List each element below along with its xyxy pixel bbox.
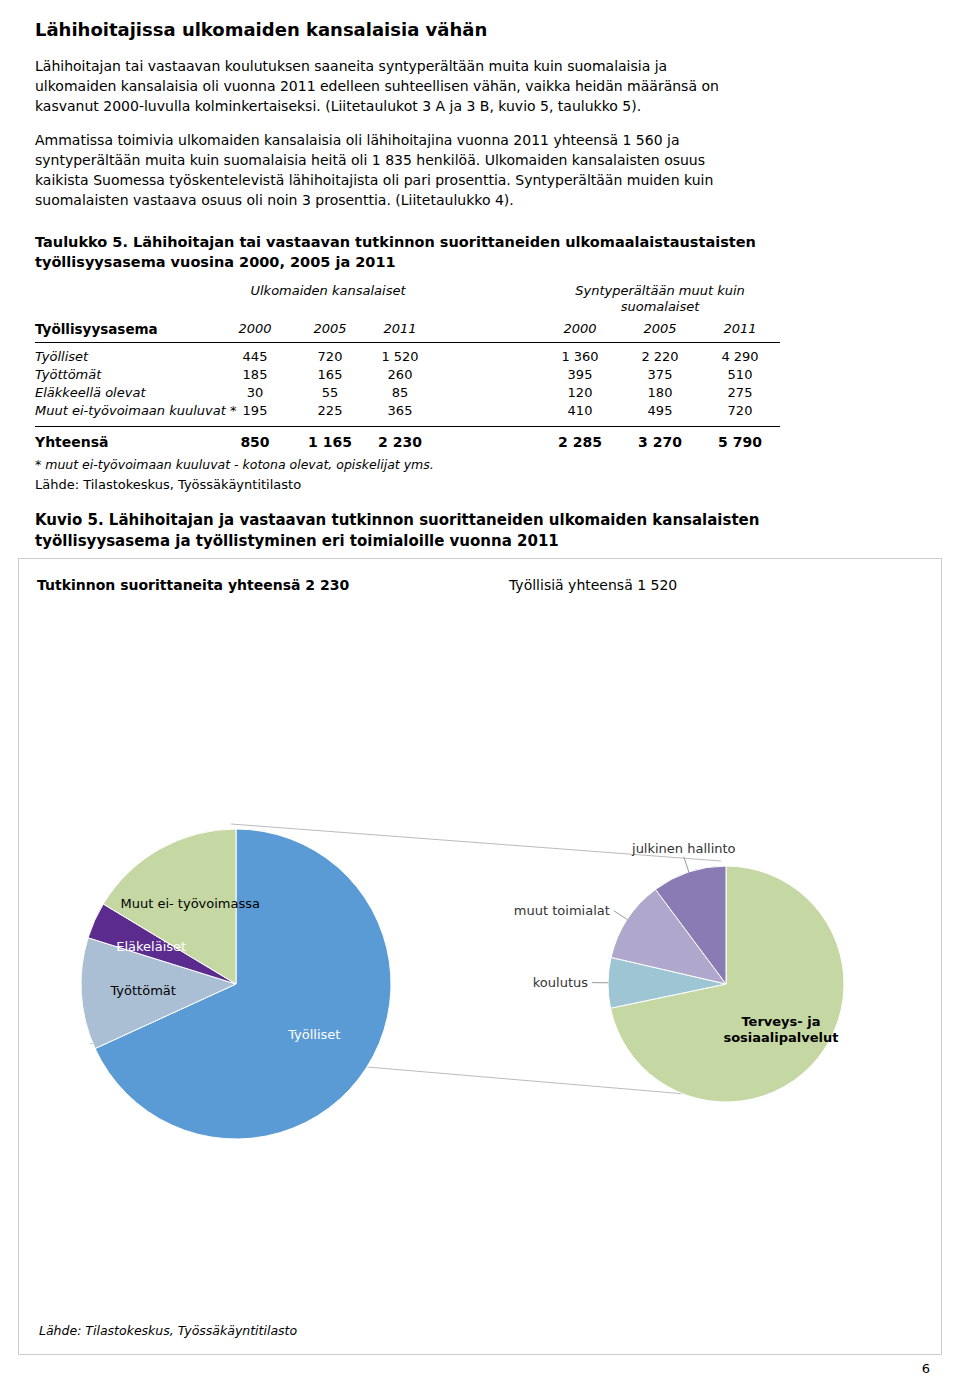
- html-text:Kuvio 5. Lähihoitajan ja vasta: Kuvio 5. Lähihoitajan ja vastaavan tutki…: [35, 511, 760, 529]
- svg-text:muut toimialat: muut toimialat: [514, 903, 610, 918]
- html-text:suomalaiset: suomalaiset: [620, 299, 700, 314]
- html-text:410: 410: [567, 403, 593, 418]
- html-text:2000: 2000: [563, 321, 597, 336]
- html-text:1 165: 1 165: [308, 434, 352, 450]
- html-text:850: 850: [240, 434, 270, 450]
- html-text:kasvanut 2000-luvulla kolminke: kasvanut 2000-luvulla kolminkertaiseksi.…: [35, 98, 642, 114]
- html-text:495: 495: [647, 403, 673, 418]
- html-text:kaikista Suomessa työskentelev: kaikista Suomessa työskentelevistä lähih…: [35, 172, 714, 188]
- html-text:Työttömät: Työttömät: [35, 367, 102, 382]
- html-text:Työllisyysasema: Työllisyysasema: [35, 321, 158, 337]
- html-text:225: 225: [317, 403, 343, 418]
- html-text:ulkomaiden kansalaisia oli vuo: ulkomaiden kansalaisia oli vuonna 2011 e…: [35, 78, 719, 94]
- html-text:2005: 2005: [313, 321, 347, 336]
- html-text:syntyperältään muita kuin suom: syntyperältään muita kuin suomalaisia he…: [35, 152, 705, 168]
- html-text:120: 120: [567, 385, 593, 400]
- html-text:510: 510: [727, 367, 753, 382]
- html-text:30: 30: [246, 385, 264, 400]
- html-text:Taulukko 5. Lähihoitajan tai v: Taulukko 5. Lähihoitajan tai vastaavan t…: [35, 234, 756, 250]
- html-text:Työlliset: Työlliset: [35, 349, 89, 364]
- html-text:85: 85: [391, 385, 409, 400]
- html-text:Lähihoitajissa ulkomaiden kans: Lähihoitajissa ulkomaiden kansalaisia vä…: [35, 19, 488, 40]
- html-text:165: 165: [317, 367, 343, 382]
- html-text:4 290: 4 290: [721, 349, 759, 364]
- html-text:1 360: 1 360: [561, 349, 599, 364]
- html-text:1 520: 1 520: [381, 349, 419, 364]
- html-text:2005: 2005: [643, 321, 677, 336]
- html-text:5 790: 5 790: [718, 434, 762, 450]
- svg-text:julkinen hallinto: julkinen hallinto: [631, 841, 736, 856]
- html-text:Tutkinnon suorittaneita yhteen: Tutkinnon suorittaneita yhteensä 2 230: [37, 577, 350, 593]
- svg-text:Työttömät: Työttömät: [109, 982, 175, 997]
- html-text:365: 365: [387, 403, 413, 418]
- svg-text:Terveys- jasosiaalipalvelut: Terveys- jasosiaalipalvelut: [723, 1013, 838, 1044]
- html-text:445: 445: [242, 349, 268, 364]
- html-text:395: 395: [567, 367, 593, 382]
- html-text:2011: 2011: [723, 321, 757, 336]
- svg-text:Työlliset: Työlliset: [287, 1027, 340, 1042]
- html-text:2000: 2000: [238, 321, 272, 336]
- html-text:työllisyysasema ja työllistymi: työllisyysasema ja työllistyminen eri to…: [35, 532, 559, 550]
- html-text:Lähde: Tilastokeskus, Työssäkä: Lähde: Tilastokeskus, Työssäkäyntitilast…: [39, 1323, 298, 1338]
- html-text:* muut ei-työvoimaan kuuluvat: * muut ei-työvoimaan kuuluvat - kotona o…: [35, 457, 434, 472]
- svg-text:koulutus: koulutus: [533, 975, 588, 990]
- html-text:2 285: 2 285: [558, 434, 602, 450]
- html-text:Työllisiä yhteensä 1 520: Työllisiä yhteensä 1 520: [509, 577, 678, 593]
- html-text:180: 180: [647, 385, 673, 400]
- html-text:2 220: 2 220: [641, 349, 679, 364]
- html-text:275: 275: [727, 385, 753, 400]
- html-text:Ammatissa toimivia ulkomaiden: Ammatissa toimivia ulkomaiden kansalaisi…: [35, 132, 680, 148]
- html-text:375: 375: [647, 367, 673, 382]
- html-text:3 270: 3 270: [638, 434, 682, 450]
- html-text:185: 185: [242, 367, 268, 382]
- html-text:Lähde: Tilastokeskus, Työssäkä: Lähde: Tilastokeskus, Työssäkäyntitilast…: [35, 477, 302, 492]
- html-text:Syntyperältään muut kuin: Syntyperältään muut kuin: [575, 283, 745, 298]
- svg-text:Muut ei- työvoimassa: Muut ei- työvoimassa: [121, 896, 261, 911]
- html-text:2011: 2011: [383, 321, 417, 336]
- html-text:720: 720: [317, 349, 343, 364]
- html-text:Ulkomaiden kansalaiset: Ulkomaiden kansalaiset: [250, 283, 406, 298]
- html-text:55: 55: [321, 385, 339, 400]
- html-text:Muut ei-työvoimaan kuuluvat *: Muut ei-työvoimaan kuuluvat * 195: [35, 403, 268, 418]
- html-text:720: 720: [727, 403, 753, 418]
- html-text:Eläkkeellä olevat: Eläkkeellä olevat: [35, 385, 146, 400]
- html-text:6: 6: [921, 1361, 930, 1376]
- html-text:Lähihoitajan tai vastaavan kou: Lähihoitajan tai vastaavan koulutuksen s…: [35, 58, 668, 74]
- html-text:työllisyysasema vuosina 2000,: työllisyysasema vuosina 2000, 2005 ja 20…: [35, 254, 396, 270]
- html-text:Yhteensä: Yhteensä: [35, 434, 109, 450]
- svg-text:Eläkeläiset: Eläkeläiset: [116, 938, 186, 953]
- html-text:2 230: 2 230: [378, 434, 422, 450]
- html-text:suomalaisten vastaava osuus ol: suomalaisten vastaava osuus oli noin 3 p…: [35, 192, 514, 208]
- html-text:260: 260: [387, 367, 413, 382]
